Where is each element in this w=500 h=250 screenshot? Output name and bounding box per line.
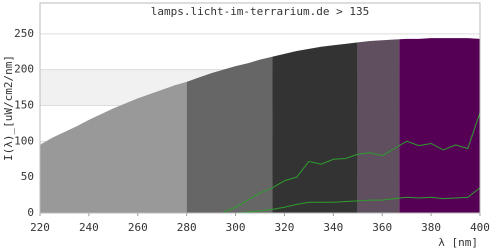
spectral-region (357, 38, 400, 213)
y-tick-label: 150 (14, 98, 34, 111)
y-tick-label: 0 (27, 206, 34, 219)
y-tick-label: 50 (21, 170, 34, 183)
y-tick-label: 100 (14, 134, 34, 147)
x-tick-label: 300 (226, 221, 246, 234)
plot-frame (39, 2, 481, 214)
x-tick-label: 220 (30, 221, 50, 234)
x-axis-label: λ [nm] (438, 236, 478, 249)
series-line (223, 112, 481, 213)
spectral-region (272, 38, 358, 213)
x-tick-label: 400 (470, 221, 490, 234)
y-tick-label: 200 (14, 63, 34, 76)
x-tick-label: 360 (372, 221, 392, 234)
x-tick-label: 260 (128, 221, 148, 234)
x-tick-label: 240 (79, 221, 99, 234)
chart-title: lamps.licht-im-terrarium.de > 135 (151, 5, 370, 18)
x-tick-label: 340 (323, 221, 343, 234)
y-tick-label: 250 (14, 27, 34, 40)
series-line (235, 187, 481, 214)
spectral-region (399, 38, 480, 213)
x-tick-label: 380 (421, 221, 441, 234)
x-tick-label: 280 (177, 221, 197, 234)
title-box (145, 4, 375, 20)
x-tick-label: 320 (275, 221, 295, 234)
y-axis-label: I(λ)_[uW/cm2/nm] (2, 55, 15, 161)
